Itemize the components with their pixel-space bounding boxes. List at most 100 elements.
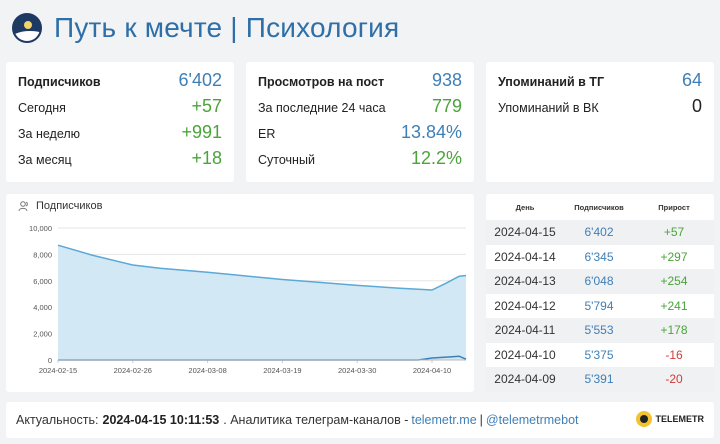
table-row[interactable]: 2024-04-11 5'553 +178: [486, 318, 714, 343]
x-tick-label: 2024-02-15: [39, 366, 77, 375]
subscribers-stats: Подписчиков 6'402 Сегодня +57 За неделю +991 З…: [18, 70, 222, 174]
daily-table: День Подписчиков Прирост 2024-04-15 6'402…: [486, 194, 714, 392]
subscribers-card: Подписчиков 6'402 Сегодня +57 За неделю +991 З…: [6, 62, 234, 182]
footer: Актуальность: 2024-04-15 10:11:53 . Анал…: [6, 402, 714, 438]
cell-delta: -16: [665, 347, 683, 362]
channel-logo-icon: [12, 13, 42, 43]
footer-separator: |: [479, 413, 483, 427]
table-row[interactable]: 2024-04-09 5'391 -20: [486, 367, 714, 392]
footer-timestamp: 2024-04-15 10:11:53: [102, 413, 220, 427]
mentions-value: 0: [691, 96, 702, 116]
views-row: ER 13.84%: [258, 122, 462, 148]
cell-subs: 6'048: [584, 274, 614, 289]
cell-day: 2024-04-13: [494, 274, 556, 289]
telemetr-bot-link[interactable]: @telemetrmebot: [485, 413, 579, 427]
subscribers-row: За месяц +18: [18, 148, 222, 174]
page-title: Путь к мечте | Психология: [54, 12, 400, 43]
views-row: Суточный 12.2%: [258, 148, 462, 174]
subscribers-area-chart[interactable]: 0 2,000 4,000 6,000 8,000 10,000 2024-02-15 202…: [6, 194, 474, 392]
views-label: Просмотров на пост: [258, 75, 385, 89]
chart-title: Подписчиков: [36, 200, 103, 212]
cell-delta: +178: [660, 323, 688, 338]
y-tick-label: 8,000: [33, 250, 52, 259]
cell-subs: 5'375: [584, 347, 614, 362]
telemetr-brand-name: TELEMETR: [655, 414, 705, 424]
table-body: 2024-04-15 6'402 +57 2024-04-14 6'345 +297 202…: [486, 220, 714, 392]
footer-prefix: Актуальность:: [16, 413, 99, 427]
views-label: ER: [258, 127, 276, 141]
cell-delta: +57: [663, 225, 685, 240]
subscribers-value: +991: [181, 122, 222, 142]
subscribers-row: Подписчиков 6'402: [18, 70, 222, 96]
x-tick-label: 2024-02-26: [114, 366, 152, 375]
x-tick-label: 2024-03-08: [188, 366, 226, 375]
mentions-row: Упоминаний в ВК 0: [498, 96, 702, 122]
cell-delta: +241: [660, 298, 688, 313]
mentions-stats: Упоминаний в ТГ 64 Упоминаний в ВК 0: [498, 70, 702, 122]
subscribers-row: Сегодня +57: [18, 96, 222, 122]
cell-subs: 5'794: [584, 298, 614, 313]
y-tick-label: 10,000: [29, 224, 52, 233]
table-header: День Подписчиков Прирост: [486, 194, 714, 220]
y-tick-label: 0: [48, 356, 52, 365]
views-row: Просмотров на пост 938: [258, 70, 462, 96]
x-tick-label: 2024-03-19: [263, 366, 301, 375]
y-tick-label: 2,000: [33, 330, 52, 339]
col-subs-header: Подписчиков: [574, 202, 624, 212]
cell-day: 2024-04-14: [494, 249, 556, 264]
table-row[interactable]: 2024-04-14 6'345 +297: [486, 245, 714, 270]
table-row[interactable]: 2024-04-10 5'375 -16: [486, 343, 714, 368]
cell-subs: 6'402: [584, 225, 614, 240]
telemetr-brand[interactable]: TELEMETR: [635, 411, 705, 427]
subscribers-value: +57: [191, 96, 222, 116]
footer-description: . Аналитика телеграм-каналов -: [223, 413, 409, 427]
table-row[interactable]: 2024-04-13 6'048 +254: [486, 269, 714, 294]
mentions-label: Упоминаний в ТГ: [498, 75, 605, 89]
y-tick-label: 4,000: [33, 303, 52, 312]
views-value: 779: [431, 96, 462, 116]
subscribers-label: За неделю: [18, 127, 81, 141]
subscribers-label: Сегодня: [18, 101, 66, 115]
views-value: 938: [431, 70, 462, 90]
views-label: За последние 24 часа: [258, 101, 386, 115]
x-tick-label: 2024-04-10: [413, 366, 451, 375]
mentions-card: Упоминаний в ТГ 64 Упоминаний в ВК 0: [486, 62, 714, 182]
x-tick-label: 2024-03-30: [338, 366, 376, 375]
subscribers-chart-card: Подписчиков 0 2,000 4,000 6,000 8,000 10,000 2…: [6, 194, 474, 392]
cell-subs: 5'391: [584, 372, 614, 387]
table-row[interactable]: 2024-04-15 6'402 +57: [486, 220, 714, 245]
table-row[interactable]: 2024-04-12 5'794 +241: [486, 294, 714, 319]
mentions-value: 64: [681, 70, 702, 90]
subscribers-area: [58, 245, 466, 360]
cell-day: 2024-04-11: [494, 323, 556, 338]
col-day-header: День: [515, 202, 535, 212]
views-value: 13.84%: [400, 122, 462, 142]
cell-day: 2024-04-12: [494, 298, 556, 313]
chart-header: Подписчиков: [18, 200, 102, 212]
cell-delta: +297: [660, 249, 688, 264]
y-tick-label: 6,000: [33, 277, 52, 286]
cell-day: 2024-04-15: [494, 225, 556, 240]
subscribers-line: [57, 244, 467, 291]
cell-delta: +254: [660, 274, 688, 289]
mentions-row: Упоминаний в ТГ 64: [498, 70, 702, 96]
telemetr-logo-icon: [635, 411, 652, 427]
views-value: 12.2%: [410, 148, 462, 168]
col-delta-header: Прирост: [658, 202, 690, 212]
telemetr-link[interactable]: telemetr.me: [411, 413, 477, 427]
views-card: Просмотров на пост 938 За последние 24 час…: [246, 62, 474, 182]
cell-day: 2024-04-10: [494, 347, 556, 362]
views-stats: Просмотров на пост 938 За последние 24 час…: [258, 70, 462, 174]
cell-delta: -20: [665, 372, 683, 387]
subscribers-label: Подписчиков: [18, 75, 101, 89]
mentions-label: Упоминаний в ВК: [498, 101, 599, 115]
cell-day: 2024-04-09: [494, 372, 556, 387]
users-icon: [18, 201, 28, 212]
cell-subs: 5'553: [584, 323, 614, 338]
page-header: Путь к мечте | Психология: [0, 0, 720, 56]
views-label: Суточный: [258, 153, 315, 167]
subscribers-value: 6'402: [178, 70, 222, 90]
subscribers-label: За месяц: [18, 153, 72, 167]
cell-subs: 6'345: [584, 249, 614, 264]
views-row: За последние 24 часа 779: [258, 96, 462, 122]
